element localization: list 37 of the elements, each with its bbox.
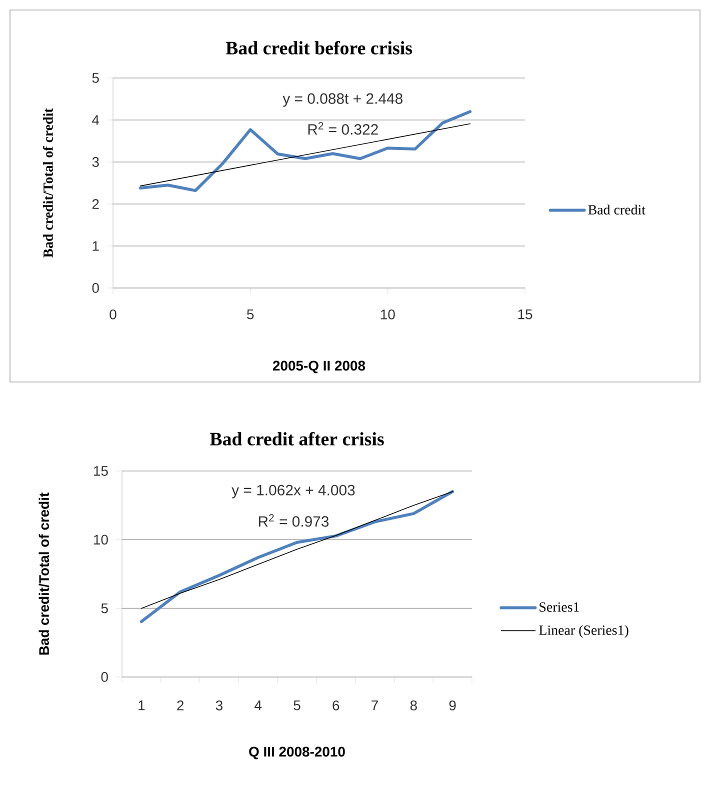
y-axis-title: Bad credit/Total of credit: [42, 108, 53, 258]
x-tick-label: 15: [518, 310, 532, 320]
x-tick-label: 10: [380, 310, 395, 320]
x-axis-title: 2005-Q II 2008: [272, 360, 366, 374]
x-tick-label: 5: [294, 700, 300, 710]
chart-title: Bad credit after crisis: [210, 432, 384, 446]
x-tick-label: 5: [247, 310, 254, 320]
y-tick-label: 5: [101, 603, 108, 614]
x-tick-label: 6: [332, 700, 340, 710]
x-tick-label: 7: [372, 700, 378, 710]
y-tick-label: 0: [101, 672, 108, 682]
x-tick-label: 1: [138, 700, 145, 710]
chart-title: Bad credit before crisis: [226, 40, 412, 54]
annotation: y = 1.062x + 4.003: [232, 484, 355, 498]
x-axis-title: Q III 2008-2010: [249, 746, 345, 760]
y-tick-label: 2: [92, 199, 99, 209]
annotation: R$^{2}$ = 0.322: [308, 122, 378, 135]
legend-label: Bad credit: [588, 204, 646, 215]
annotation: y = 0.088t + 2.448: [282, 93, 402, 107]
y-tick-label: 0: [92, 283, 99, 293]
x-tick-label: 2: [177, 700, 184, 710]
legend-label: Series1: [540, 602, 579, 612]
y-tick-label: 15: [94, 466, 108, 476]
x-tick-label: 9: [449, 700, 456, 710]
y-tick-label: 1: [92, 241, 99, 251]
x-tick-label: 8: [410, 700, 417, 710]
y-tick-label: 5: [92, 73, 99, 83]
x-tick-label: 0: [110, 310, 116, 320]
y-tick-label: 4: [92, 115, 100, 125]
x-tick-label: 3: [216, 700, 222, 710]
y-tick-label: 10: [94, 534, 108, 545]
legend-label: Linear (Series1): [539, 625, 628, 638]
line-series: [138, 110, 472, 192]
y-axis-title: Bad credit/Total of credit: [38, 492, 50, 655]
x-tick-label: 4: [254, 700, 262, 710]
y-tick-label: 3: [92, 157, 99, 167]
annotation: R$^{2}$ = 0.973: [258, 514, 329, 527]
